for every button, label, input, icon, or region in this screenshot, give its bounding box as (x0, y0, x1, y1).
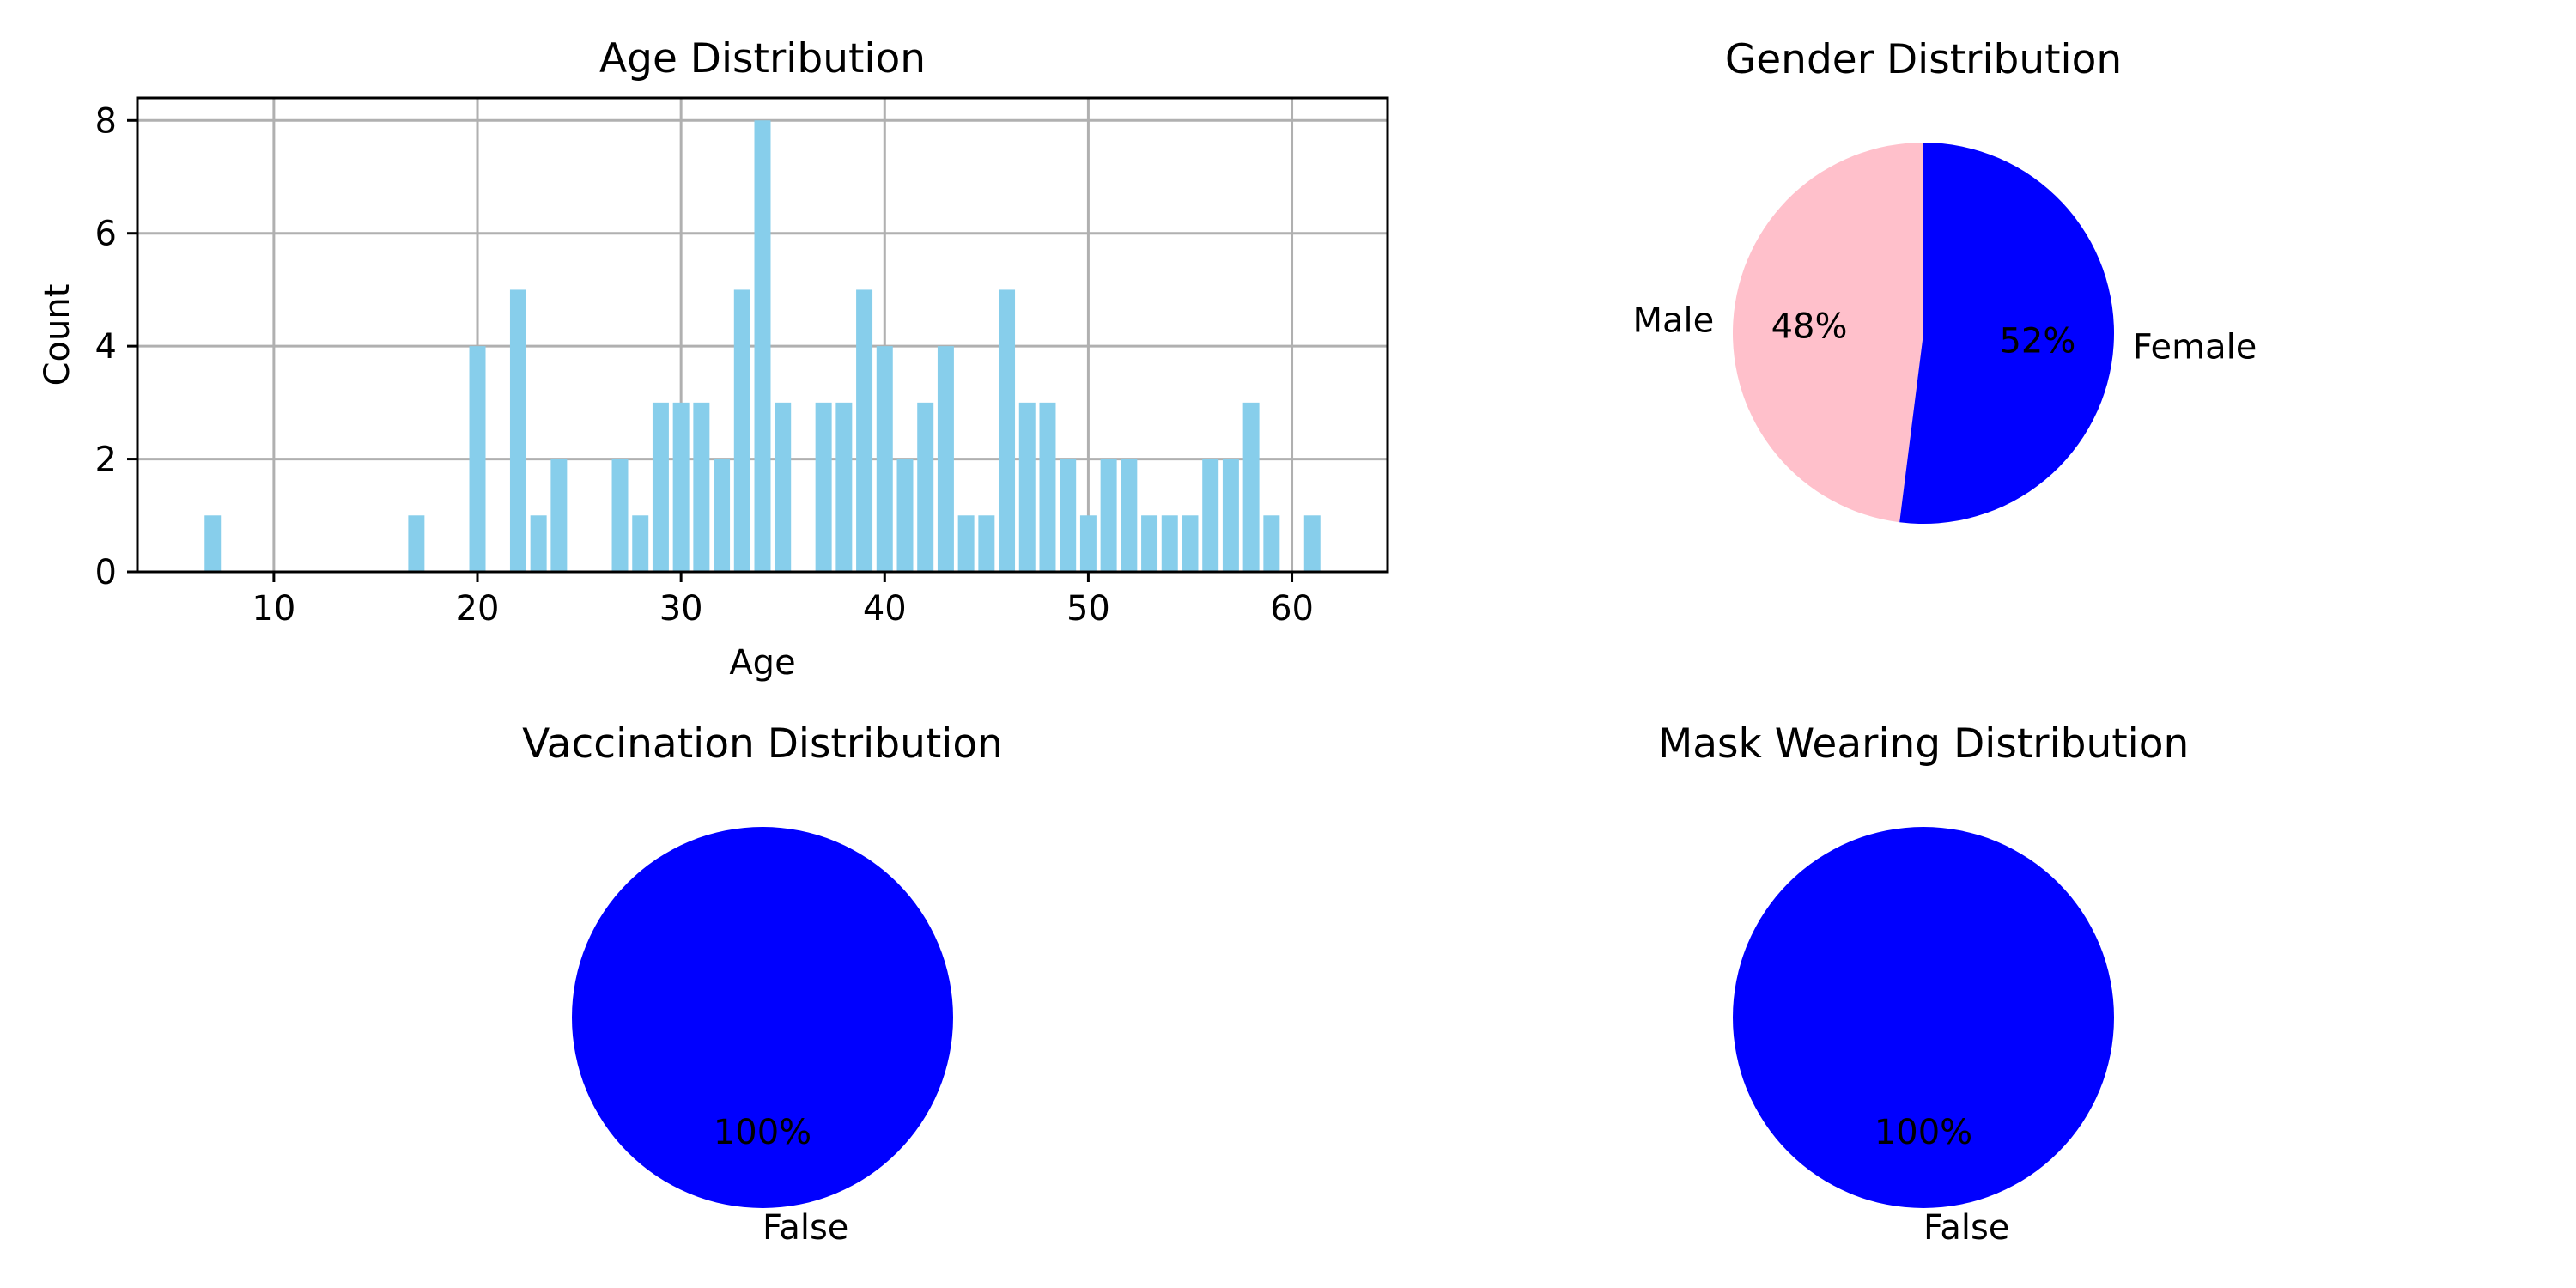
bar (917, 402, 934, 572)
bar (714, 459, 731, 572)
y-tick-label: 8 (95, 101, 117, 141)
bar (1202, 459, 1219, 572)
pie-slice-label: Female (2133, 327, 2257, 367)
bar (1182, 515, 1199, 572)
chart-title: Mask Wearing Distribution (1658, 720, 2190, 768)
bar (550, 459, 568, 572)
bar (1161, 515, 1178, 572)
bar (937, 346, 954, 572)
pie-slice-label: False (762, 1208, 848, 1248)
bar (632, 515, 649, 572)
x-tick-label: 50 (1066, 589, 1110, 629)
chart-title: Gender Distribution (1725, 36, 2122, 83)
x-tick-label: 10 (252, 589, 295, 629)
bar (856, 289, 873, 572)
y-tick-label: 6 (95, 215, 117, 254)
pie: 48% Male 52% Female (1633, 143, 2257, 524)
pie-slice-label: False (1923, 1208, 2009, 1248)
x-axis-label: Age (729, 643, 795, 683)
pie-percent-label: 100% (1874, 1113, 1972, 1152)
y-tick-label: 0 (95, 553, 117, 592)
chart-title: Age Distribution (599, 35, 926, 82)
pie-percent-label: 100% (714, 1113, 811, 1152)
bar (1121, 459, 1138, 572)
bar (530, 515, 547, 572)
bar (1242, 402, 1260, 572)
pie-slice (572, 827, 953, 1208)
mask-wearing-distribution-chart: Mask Wearing Distribution 100% False (1658, 720, 2190, 1248)
bar (896, 459, 914, 572)
pie-slice (1733, 827, 2114, 1208)
chart-title: Vaccination Distribution (522, 720, 1003, 768)
pie-slice (1899, 143, 2114, 524)
bar (754, 120, 771, 573)
bar (775, 402, 792, 572)
bar (1100, 459, 1117, 572)
bar (652, 402, 669, 572)
bar (835, 402, 853, 572)
bar (1060, 459, 1077, 572)
pie-percent-label: 52% (1999, 321, 2075, 361)
bar (408, 515, 425, 572)
bar (1079, 515, 1097, 572)
bar (815, 402, 832, 572)
bar (733, 289, 750, 572)
pie-slice-label: Male (1633, 301, 1715, 341)
bars (204, 120, 1321, 573)
pie-percent-label: 48% (1771, 307, 1848, 347)
pie-slice (1732, 143, 1923, 523)
bar (957, 515, 975, 572)
bar (1039, 402, 1056, 572)
x-tick-label: 20 (456, 589, 500, 629)
plot-frame (136, 96, 1389, 574)
x-tick-label: 40 (863, 589, 907, 629)
x-tick-label: 60 (1270, 589, 1314, 629)
gender-distribution-chart: Gender Distribution 48% Male 52% Female (1633, 36, 2257, 524)
pie: 100% False (572, 827, 953, 1248)
y-axis-label: Count (38, 284, 77, 386)
bar (469, 346, 486, 572)
bar (204, 515, 222, 572)
bar (1222, 459, 1239, 572)
x-ticks: 10 20 30 40 50 60 (252, 572, 1314, 629)
y-ticks: 0 2 4 6 8 (95, 101, 137, 592)
pie: 100% False (1733, 827, 2114, 1248)
bar (1303, 515, 1321, 572)
bar (1141, 515, 1158, 572)
bar (509, 289, 526, 572)
x-tick-label: 30 (659, 589, 703, 629)
bar (999, 289, 1016, 572)
bar (1263, 515, 1280, 572)
y-tick-label: 2 (95, 440, 117, 480)
bar (672, 402, 690, 572)
y-tick-label: 4 (95, 327, 117, 367)
bar (693, 402, 710, 572)
bar (611, 459, 629, 572)
bar (876, 346, 893, 572)
bar (1018, 402, 1036, 572)
vaccination-distribution-chart: Vaccination Distribution 100% False (522, 720, 1003, 1248)
bar (978, 515, 995, 572)
